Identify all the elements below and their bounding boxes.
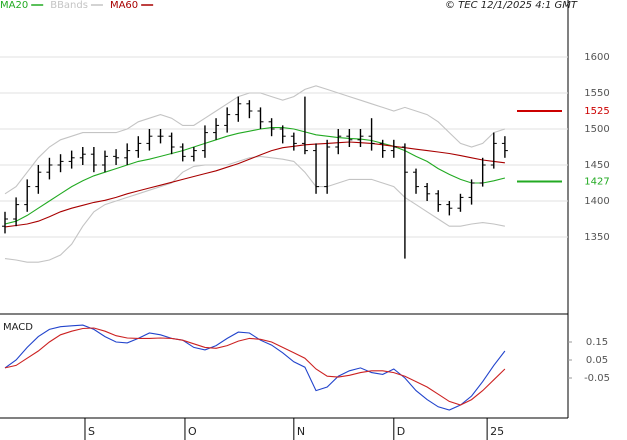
panel-title: MACD: [3, 322, 33, 333]
source: © TEC 12/1/2025 4:1 GMT: [445, 0, 578, 11]
x-tick-label: O: [188, 425, 197, 438]
y-tick-label: 1400: [584, 196, 609, 207]
y-tick-label: -0.05: [584, 373, 610, 384]
series-line: [4, 324, 506, 411]
y-tick-label: 0.05: [586, 355, 608, 366]
y-tick-label: 1500: [584, 124, 609, 135]
legend-label: BBands: [50, 0, 88, 11]
series-line: [4, 141, 505, 228]
y-tick-label: 1450: [584, 160, 609, 171]
x-tick-label: N: [297, 425, 305, 438]
legend-label: MA20: [0, 0, 28, 11]
y-tick-label: 1350: [584, 232, 609, 243]
legend-label: MA60: [110, 0, 138, 11]
series-line: [4, 327, 506, 406]
series-line: [4, 127, 506, 225]
price-tag-label: 1427: [584, 177, 609, 188]
x-tick-label: 25: [490, 425, 504, 438]
x-tick-label: S: [88, 425, 95, 438]
price-tag-label: 1525: [584, 106, 609, 117]
x-tick-label: D: [397, 425, 405, 438]
y-tick-label: 0.15: [586, 337, 608, 348]
y-tick-label: 1550: [584, 88, 609, 99]
y-tick-label: 1600: [584, 52, 609, 63]
band-line: [4, 85, 506, 195]
